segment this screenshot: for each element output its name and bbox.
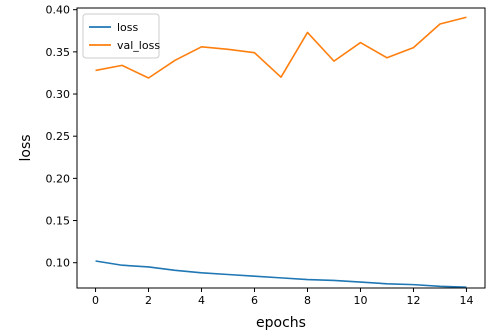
x-tick-label: 2 — [145, 294, 152, 307]
y-tick-label: 0.15 — [46, 215, 71, 228]
x-tick-label: 14 — [459, 294, 473, 307]
legend-box — [82, 13, 160, 59]
y-axis-label: loss — [18, 134, 34, 161]
y-tick-label: 0.40 — [46, 4, 71, 17]
x-tick-label: 6 — [251, 294, 258, 307]
ticks-layer: 0 2 4 6 8 10 12 14 0.10 0.15 0.20 0.25 0.30 0.35 0.40 — [46, 4, 474, 307]
y-tick-label: 0.35 — [46, 46, 71, 59]
x-axis-label: epochs — [256, 315, 306, 331]
series-layer — [95, 16, 467, 288]
x-tick-label: 4 — [198, 294, 205, 307]
y-tick-label: 0.25 — [46, 130, 71, 143]
legend: loss val_loss — [82, 13, 160, 59]
series-line-val-loss — [95, 16, 467, 79]
legend-label-loss: loss — [117, 21, 139, 34]
y-tick-label: 0.10 — [46, 257, 71, 270]
x-tick-label: 0 — [92, 294, 99, 307]
x-tick-label: 12 — [406, 294, 420, 307]
series-line-loss — [95, 260, 467, 288]
plot-area-frame — [76, 7, 486, 289]
legend-label-val-loss: val_loss — [117, 39, 160, 52]
x-tick-label: 10 — [353, 294, 367, 307]
y-tick-label: 0.30 — [46, 88, 71, 101]
x-tick-label: 8 — [304, 294, 311, 307]
y-tick-label: 0.20 — [46, 172, 71, 185]
